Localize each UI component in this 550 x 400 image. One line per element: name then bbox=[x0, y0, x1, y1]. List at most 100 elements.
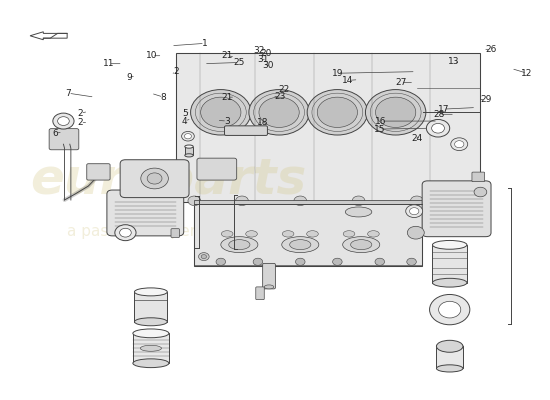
Ellipse shape bbox=[221, 231, 233, 237]
Circle shape bbox=[451, 138, 468, 150]
Text: 3: 3 bbox=[224, 116, 230, 126]
Bar bbox=[437, 346, 463, 368]
Ellipse shape bbox=[367, 231, 380, 237]
Circle shape bbox=[333, 258, 342, 265]
Ellipse shape bbox=[264, 285, 274, 289]
Ellipse shape bbox=[307, 231, 318, 237]
Text: 2: 2 bbox=[173, 67, 179, 76]
Circle shape bbox=[188, 196, 201, 206]
Ellipse shape bbox=[134, 318, 167, 326]
Text: 31: 31 bbox=[257, 55, 269, 64]
Circle shape bbox=[249, 90, 309, 135]
Circle shape bbox=[407, 258, 416, 265]
Ellipse shape bbox=[432, 240, 467, 249]
Text: 10: 10 bbox=[146, 51, 158, 60]
Ellipse shape bbox=[437, 343, 463, 350]
Text: 16: 16 bbox=[375, 116, 387, 126]
Circle shape bbox=[317, 97, 358, 128]
Circle shape bbox=[141, 168, 168, 189]
Text: 29: 29 bbox=[480, 95, 491, 104]
Ellipse shape bbox=[229, 240, 250, 250]
Circle shape bbox=[430, 294, 470, 325]
Ellipse shape bbox=[221, 237, 258, 253]
FancyBboxPatch shape bbox=[87, 164, 110, 180]
Ellipse shape bbox=[437, 340, 463, 352]
Circle shape bbox=[432, 124, 444, 133]
Circle shape bbox=[191, 90, 251, 135]
Circle shape bbox=[58, 117, 69, 126]
Polygon shape bbox=[194, 202, 422, 266]
Circle shape bbox=[408, 226, 424, 239]
Text: 5: 5 bbox=[182, 109, 188, 118]
Text: 14: 14 bbox=[342, 76, 354, 85]
Text: 28: 28 bbox=[433, 110, 445, 119]
Circle shape bbox=[119, 228, 131, 237]
Circle shape bbox=[410, 196, 423, 206]
Circle shape bbox=[259, 97, 299, 128]
Text: 2: 2 bbox=[78, 109, 83, 118]
Circle shape bbox=[53, 113, 74, 129]
Text: 13: 13 bbox=[448, 57, 460, 66]
Circle shape bbox=[352, 196, 365, 206]
Ellipse shape bbox=[134, 288, 167, 296]
Text: 17: 17 bbox=[438, 105, 449, 114]
Text: 30: 30 bbox=[263, 61, 274, 70]
Circle shape bbox=[182, 132, 194, 141]
Ellipse shape bbox=[432, 278, 467, 287]
Circle shape bbox=[375, 258, 384, 265]
Text: 7: 7 bbox=[65, 89, 71, 98]
Ellipse shape bbox=[343, 231, 355, 237]
Text: 11: 11 bbox=[103, 59, 114, 68]
Circle shape bbox=[147, 173, 162, 184]
Circle shape bbox=[201, 255, 206, 258]
Circle shape bbox=[474, 187, 487, 197]
Text: 12: 12 bbox=[521, 69, 533, 78]
FancyBboxPatch shape bbox=[197, 158, 236, 180]
Text: 32: 32 bbox=[253, 46, 265, 55]
Ellipse shape bbox=[282, 237, 319, 253]
Circle shape bbox=[115, 225, 136, 241]
Ellipse shape bbox=[290, 240, 311, 250]
Circle shape bbox=[199, 253, 209, 260]
Text: europarts: europarts bbox=[30, 156, 306, 204]
Text: 1: 1 bbox=[202, 39, 208, 48]
Ellipse shape bbox=[133, 359, 169, 368]
FancyBboxPatch shape bbox=[49, 129, 79, 150]
Text: 19: 19 bbox=[332, 69, 343, 78]
Ellipse shape bbox=[343, 237, 379, 253]
Circle shape bbox=[307, 90, 367, 135]
Bar bbox=[133, 333, 169, 363]
Ellipse shape bbox=[185, 154, 193, 157]
FancyBboxPatch shape bbox=[256, 287, 264, 300]
Bar bbox=[134, 292, 167, 322]
Text: 25: 25 bbox=[234, 58, 245, 67]
Ellipse shape bbox=[282, 231, 294, 237]
Ellipse shape bbox=[246, 231, 257, 237]
Text: 23: 23 bbox=[274, 92, 286, 101]
Text: 2: 2 bbox=[78, 118, 83, 127]
Circle shape bbox=[201, 97, 241, 128]
Ellipse shape bbox=[133, 329, 169, 338]
Text: 9: 9 bbox=[127, 73, 133, 82]
Circle shape bbox=[235, 196, 249, 206]
Text: 8: 8 bbox=[161, 93, 167, 102]
Text: 27: 27 bbox=[395, 78, 406, 87]
Bar bbox=[432, 245, 467, 283]
Text: a passion for performance: a passion for performance bbox=[67, 224, 269, 239]
Ellipse shape bbox=[185, 145, 193, 148]
Text: 26: 26 bbox=[485, 45, 497, 54]
Circle shape bbox=[426, 120, 450, 137]
FancyBboxPatch shape bbox=[472, 172, 485, 182]
Circle shape bbox=[410, 208, 419, 215]
Circle shape bbox=[438, 301, 461, 318]
Circle shape bbox=[406, 205, 422, 218]
Circle shape bbox=[458, 196, 471, 206]
FancyBboxPatch shape bbox=[120, 160, 189, 198]
FancyBboxPatch shape bbox=[107, 190, 184, 236]
Circle shape bbox=[294, 196, 307, 206]
Bar bbox=[185, 146, 193, 155]
FancyBboxPatch shape bbox=[263, 263, 276, 289]
Text: 24: 24 bbox=[411, 134, 422, 143]
Text: 4: 4 bbox=[182, 116, 188, 126]
Text: 20: 20 bbox=[260, 49, 272, 58]
